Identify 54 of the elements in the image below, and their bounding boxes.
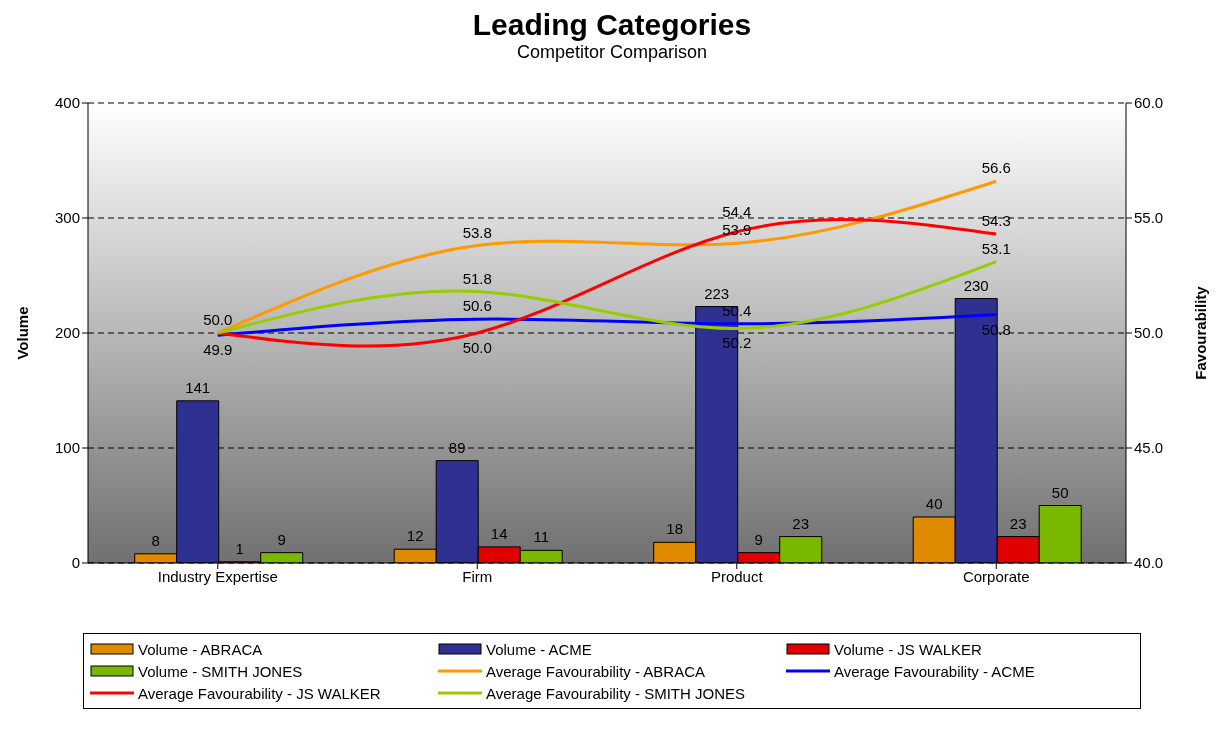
y2-tick-label: 40.0 xyxy=(1134,554,1164,572)
data-label: 50.0 xyxy=(462,339,492,356)
data-label: 230 xyxy=(963,276,989,294)
y2-axis-title: Favourability xyxy=(1192,285,1210,380)
data-label: 8 xyxy=(151,531,160,549)
data-label: 53.1 xyxy=(981,239,1011,257)
legend-label: Volume - ABRACA xyxy=(138,640,263,658)
data-label: 141 xyxy=(185,378,211,396)
legend-label: Volume - SMITH JONES xyxy=(138,662,303,680)
data-label: 12 xyxy=(406,527,424,545)
legend-label: Average Favourability - JS WALKER xyxy=(138,684,381,702)
data-label: 40 xyxy=(925,495,943,512)
y-tick-label: 100 xyxy=(54,439,80,457)
data-label: 18 xyxy=(666,520,684,538)
x-tick-label: Corporate xyxy=(962,567,1030,585)
data-label: 11 xyxy=(533,528,549,546)
data-label: 50.0 xyxy=(203,311,233,328)
data-label: 9 xyxy=(277,530,286,548)
y-axis-title: Volume xyxy=(14,306,32,360)
y2-tick-label: 60.0 xyxy=(1134,94,1164,112)
data-label: 54.3 xyxy=(981,212,1011,230)
legend-label: Average Favourability - ACME xyxy=(834,662,1035,680)
y2-tick-label: 50.0 xyxy=(1134,324,1164,342)
data-label: 50.4 xyxy=(722,301,752,319)
y-tick-label: 200 xyxy=(54,324,80,342)
data-label: 50.2 xyxy=(722,334,752,352)
data-label: 51.8 xyxy=(462,269,492,287)
chart-title: Leading Categories xyxy=(471,8,753,42)
data-label: 50.6 xyxy=(462,297,492,315)
data-label: 9 xyxy=(754,530,763,548)
data-label: 1 xyxy=(235,539,244,557)
y2-tick-label: 45.0 xyxy=(1134,439,1164,457)
data-label: 23 xyxy=(1009,514,1027,532)
data-label: 54.4 xyxy=(722,203,752,221)
data-label: 14 xyxy=(490,524,508,542)
legend-label: Average Favourability - ABRACA xyxy=(486,662,705,680)
x-tick-label: Product xyxy=(710,567,764,585)
chart-subtitle: Competitor Comparison xyxy=(515,42,709,63)
data-label: 56.6 xyxy=(981,159,1011,177)
data-label: 49.9 xyxy=(203,341,233,359)
y2-tick-label: 55.0 xyxy=(1134,209,1164,227)
data-label: 223 xyxy=(704,284,730,302)
y-tick-label: 0 xyxy=(71,554,80,572)
data-label: 53.8 xyxy=(462,223,492,241)
data-label: 23 xyxy=(792,514,810,532)
data-label: 89 xyxy=(448,438,466,456)
legend-label: Volume - ACME xyxy=(486,640,592,658)
legend-label: Volume - JS WALKER xyxy=(834,640,982,658)
y-tick-label: 400 xyxy=(54,94,80,112)
legend-label: Average Favourability - SMITH JONES xyxy=(486,684,745,702)
data-label: 50 xyxy=(1051,483,1069,501)
x-tick-label: Firm xyxy=(462,567,493,585)
x-tick-label: Industry Expertise xyxy=(157,567,278,585)
y-tick-label: 300 xyxy=(54,209,80,227)
